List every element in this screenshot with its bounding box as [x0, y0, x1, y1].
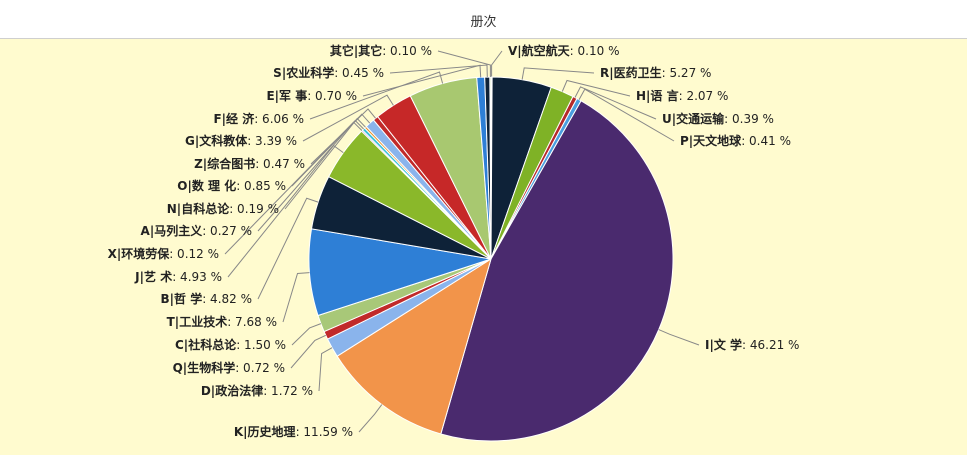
slice-label: F|经 济: 6.06 % [213, 111, 304, 126]
label-connector [574, 86, 657, 120]
label-connector [578, 88, 675, 142]
slice-label: O|数 理 化: 0.85 % [177, 178, 286, 193]
slice-label: T|工业技术: 7.68 % [167, 314, 277, 329]
slice-label: G|文科教体: 3.39 % [185, 133, 297, 148]
slice-label: H|语 言: 2.07 % [636, 88, 728, 103]
slice-label: S|农业科学: 0.45 % [273, 65, 384, 80]
slice-label: N|自科总论: 0.19 % [167, 201, 279, 216]
label-connector [658, 329, 700, 346]
label-connector [290, 334, 327, 369]
label-connector [491, 50, 503, 77]
chart-header: 册次 [0, 0, 967, 39]
label-connector [318, 347, 333, 392]
slice-label: E|军 事: 0.70 % [266, 88, 357, 103]
label-connector [291, 113, 371, 187]
slice-label: U|交通运输: 0.39 % [662, 111, 774, 126]
label-connector [302, 94, 394, 142]
slice-label: X|环境劳保: 0.12 % [108, 246, 219, 261]
plot-area: V|航空航天: 0.10 % R|医药卫生: 5.27 % H|语 言: 2.07 … [0, 38, 967, 455]
label-connector [358, 404, 383, 433]
slice-label: 其它|其它: 0.10 % [330, 43, 432, 58]
slice-label: I|文 学: 46.21 % [705, 337, 799, 352]
label-connector [561, 79, 631, 97]
slice-label: C|社科总论: 1.50 % [175, 337, 286, 352]
slice-label: J|艺 术: 4.93 % [134, 269, 222, 284]
pie-chart: V|航空航天: 0.10 % R|医药卫生: 5.27 % H|语 言: 2.07 … [108, 43, 799, 442]
label-connector [521, 67, 595, 80]
label-connector [437, 50, 491, 77]
slice-label: Z|综合图书: 0.47 % [194, 156, 305, 171]
chart-title: 册次 [470, 15, 497, 30]
slice-label: R|医药卫生: 5.27 % [600, 65, 711, 80]
slice-label: K|历史地理: 11.59 % [234, 424, 353, 439]
slice-label: A|马列主义: 0.27 % [141, 223, 252, 238]
slice-label: B|哲 学: 4.82 % [160, 291, 252, 306]
slice-label: P|天文地球: 0.41 % [680, 133, 791, 148]
label-connector [257, 197, 319, 300]
slice-label: D|政治法律: 1.72 % [201, 383, 313, 398]
slice-label: V|航空航天: 0.10 % [508, 43, 619, 58]
slice-label: Q|生物科学: 0.72 % [173, 360, 285, 375]
label-connector [291, 323, 322, 346]
label-connector [282, 272, 310, 323]
label-connector [309, 71, 444, 120]
label-connector [389, 64, 488, 78]
label-connector [310, 108, 376, 165]
